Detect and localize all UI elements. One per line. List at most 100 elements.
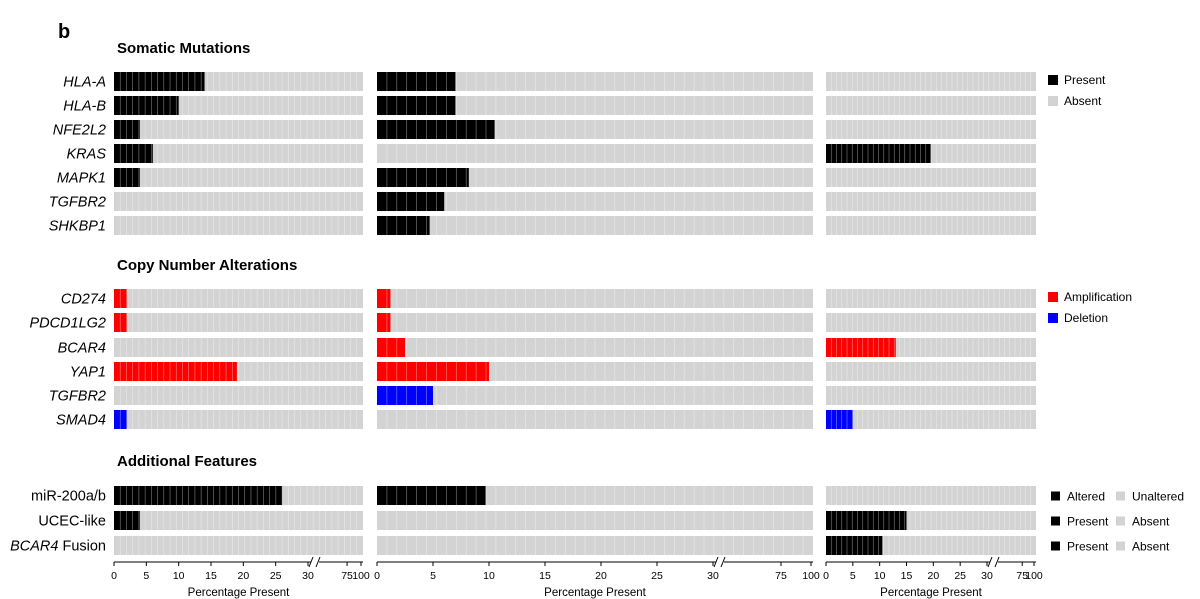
axis-break-mark	[994, 556, 1000, 568]
x-tick-label: 5	[850, 570, 856, 582]
legend-swatch	[1116, 491, 1125, 501]
legend-label: Present	[1064, 73, 1106, 87]
x-tick-label: 25	[270, 570, 282, 582]
row-label: UCEC-like	[38, 514, 106, 530]
x-tick-label: 10	[874, 570, 886, 582]
x-tick-label: 5	[430, 570, 436, 582]
axis-break-mark	[987, 556, 993, 568]
row-label-text: SHKBP1	[49, 219, 106, 235]
row-label: SHKBP1	[49, 219, 106, 235]
x-tick-label: 5	[143, 570, 149, 582]
row-label-text: MAPK1	[57, 171, 106, 187]
x-tick-label: 10	[173, 570, 185, 582]
row-label-text: CD274	[61, 292, 106, 308]
row-label: HLA-A	[63, 75, 106, 91]
row-label-text: miR-200a/b	[31, 489, 106, 505]
value-bar	[114, 120, 140, 139]
x-tick-label: 75	[1016, 570, 1028, 582]
value-bar	[114, 96, 179, 115]
row-label-text: UCEC-like	[38, 514, 106, 530]
row-label: NFE2L2	[53, 123, 106, 139]
x-tick-label: 15	[539, 570, 551, 582]
axis-break-mark	[315, 556, 321, 568]
row-label-text: BCAR4	[10, 539, 58, 555]
axis-break-mark	[713, 556, 719, 568]
legend-swatch	[1116, 541, 1125, 551]
value-bar	[377, 289, 391, 308]
x-tick-label: 30	[707, 570, 719, 582]
section-title: Additional Features	[117, 453, 257, 470]
legend-swatch	[1048, 96, 1058, 106]
row-label: TGFBR2	[49, 195, 106, 211]
x-tick-label: 15	[205, 570, 217, 582]
x-tick-label: 15	[901, 570, 913, 582]
row-label-text: HLA-B	[63, 99, 106, 115]
row-label-text: TGFBR2	[49, 389, 106, 405]
row-label: BCAR4 Fusion	[10, 539, 106, 555]
x-tick-label: 0	[374, 570, 380, 582]
row-label: SMAD4	[56, 413, 106, 429]
x-tick-label: 20	[927, 570, 939, 582]
x-tick-label: 100	[1025, 570, 1043, 582]
legend-label: Absent	[1132, 515, 1170, 529]
legend-swatch	[1048, 75, 1058, 85]
section-title: Somatic Mutations	[117, 40, 250, 57]
value-bar	[377, 120, 495, 139]
value-bar	[377, 72, 456, 91]
row-label-text: SMAD4	[56, 413, 106, 429]
x-axis-title: Percentage Present	[544, 587, 646, 599]
x-tick-label: 30	[981, 570, 993, 582]
legend-label: Present	[1067, 515, 1109, 529]
row-label-text: TGFBR2	[49, 195, 106, 211]
x-axis-title: Percentage Present	[880, 587, 982, 599]
axis-break-mark	[720, 556, 726, 568]
value-bar	[114, 168, 140, 187]
legend-swatch	[1051, 541, 1060, 551]
row-label: YAP1	[70, 365, 106, 381]
value-bar	[114, 486, 283, 505]
row-label: PDCD1LG2	[29, 316, 106, 332]
legend-swatch	[1116, 516, 1125, 526]
legend-swatch	[1051, 491, 1060, 501]
value-bar	[377, 486, 486, 505]
x-tick-label: 100	[802, 570, 820, 582]
value-bar	[377, 386, 433, 405]
row-label-text: HLA-A	[63, 75, 106, 91]
x-tick-label: 20	[595, 570, 607, 582]
value-bar	[377, 216, 430, 235]
value-bar	[377, 362, 489, 381]
row-label-text: YAP1	[70, 365, 106, 381]
value-bar	[114, 144, 153, 163]
axis-break-mark	[308, 556, 314, 568]
row-label: BCAR4	[58, 341, 106, 357]
legend-swatch	[1051, 516, 1060, 526]
value-bar	[377, 192, 445, 211]
value-bar	[377, 338, 405, 357]
legend-swatch	[1048, 292, 1058, 302]
row-label: HLA-B	[63, 99, 106, 115]
legend-swatch	[1048, 313, 1058, 323]
legend-label: Amplification	[1064, 290, 1132, 304]
row-label-text: KRAS	[67, 147, 107, 163]
value-bar	[114, 511, 140, 530]
x-tick-label: 10	[483, 570, 495, 582]
section-title: Copy Number Alterations	[117, 257, 297, 274]
legend-label: Present	[1067, 540, 1109, 554]
row-label-text: BCAR4	[58, 341, 106, 357]
value-bar	[114, 362, 237, 381]
row-label: miR-200a/b	[31, 489, 106, 505]
value-bar	[826, 536, 883, 555]
legend-label: Unaltered	[1132, 490, 1184, 504]
x-tick-label: 25	[954, 570, 966, 582]
value-bar	[826, 511, 907, 530]
panel-letter: b	[58, 21, 70, 43]
legend-label: Absent	[1132, 540, 1170, 554]
legend-label: Altered	[1067, 490, 1105, 504]
value-bar	[826, 410, 853, 429]
x-axis-title: Percentage Present	[188, 587, 290, 599]
x-tick-label: 30	[302, 570, 314, 582]
x-tick-label: 75	[341, 570, 353, 582]
legend-label: Deletion	[1064, 311, 1108, 325]
value-bar	[377, 313, 391, 332]
row-label-text: NFE2L2	[53, 123, 106, 139]
